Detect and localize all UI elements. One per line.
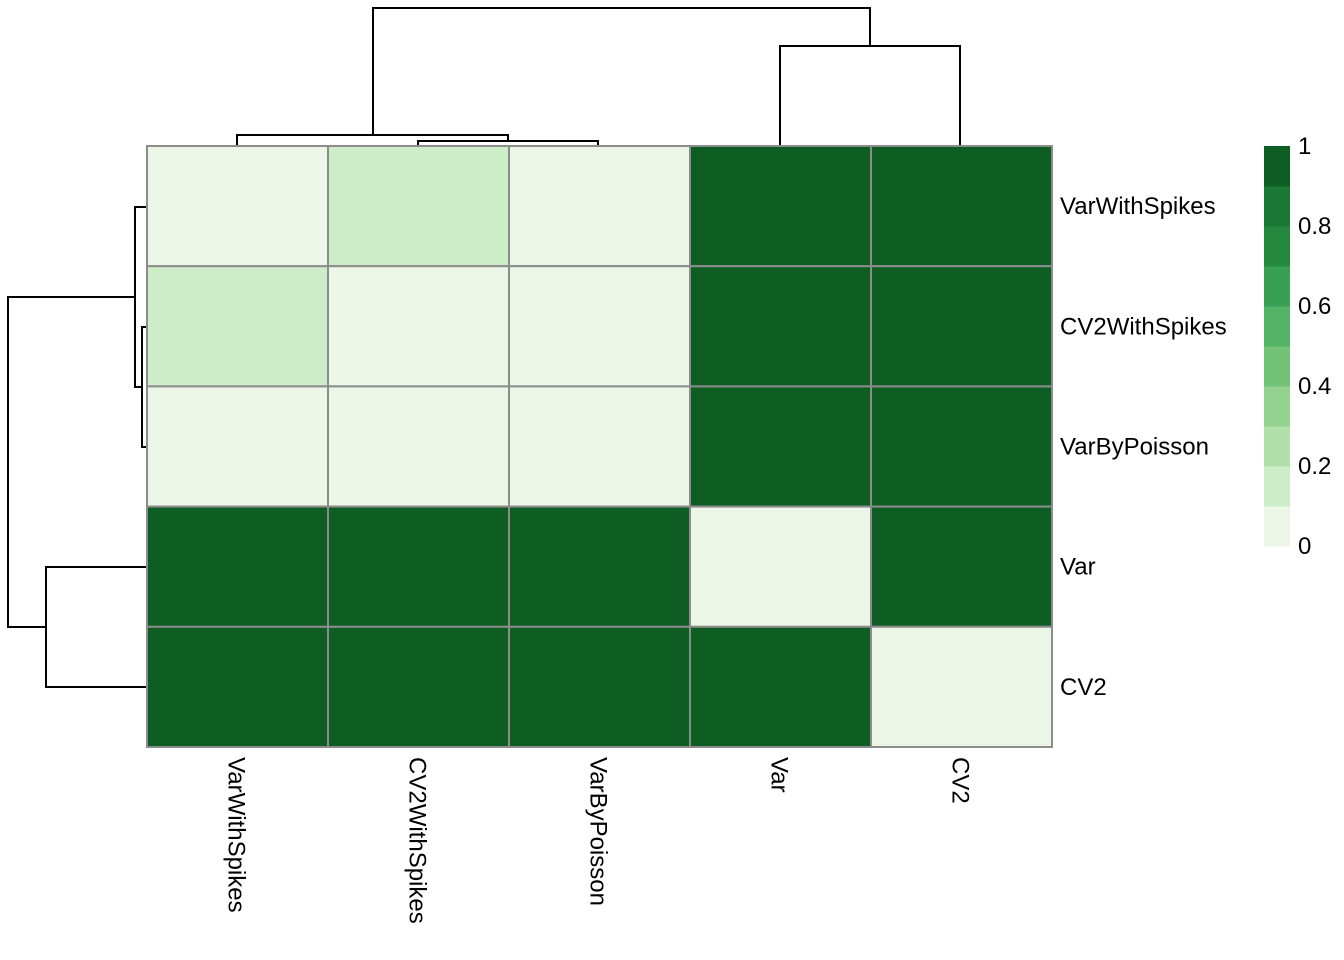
cell-cv2-varbypoisson bbox=[508, 625, 691, 748]
cell-varbypoisson-var bbox=[689, 385, 872, 508]
row-label-cv2withspikes: CV2WithSpikes bbox=[1060, 313, 1227, 340]
legend-swatch-4 bbox=[1264, 346, 1290, 387]
legend-swatch-3 bbox=[1264, 386, 1290, 427]
heatmap-cells bbox=[146, 145, 1053, 748]
cell-cv2-varwithspikes bbox=[146, 625, 329, 748]
cell-varwithspikes-varbypoisson bbox=[508, 145, 691, 268]
cell-cv2-cv2withspikes bbox=[327, 625, 510, 748]
legend-swatch-9 bbox=[1264, 146, 1290, 187]
legend-tick-label: 0.4 bbox=[1298, 373, 1331, 400]
row-label-cv2: CV2 bbox=[1060, 674, 1107, 701]
col-label-varwithspikes: VarWithSpikes bbox=[223, 757, 250, 913]
color-legend: 1 0.8 0.6 0.4 0.2 0 bbox=[1264, 133, 1331, 560]
row-label-varbypoisson: VarByPoisson bbox=[1060, 434, 1209, 461]
cell-varwithspikes-cv2 bbox=[870, 145, 1053, 268]
cell-varwithspikes-cv2withspikes bbox=[327, 145, 510, 268]
row-dendro-branch-root bbox=[7, 296, 135, 628]
legend-swatch-5 bbox=[1264, 306, 1290, 347]
row-dendrogram bbox=[7, 206, 147, 688]
cell-var-varwithspikes bbox=[146, 505, 329, 628]
legend-tick-label: 0.8 bbox=[1298, 213, 1331, 240]
cell-var-cv2 bbox=[870, 505, 1053, 628]
cell-cv2withspikes-var bbox=[689, 265, 872, 388]
cell-cv2withspikes-varwithspikes bbox=[146, 265, 329, 388]
row-labels: VarWithSpikes CV2WithSpikes VarByPoisson Va… bbox=[1060, 193, 1227, 701]
legend-swatch-0 bbox=[1264, 506, 1290, 547]
legend-swatch-1 bbox=[1264, 466, 1290, 507]
cell-cv2-var bbox=[689, 625, 872, 748]
cell-varbypoisson-varbypoisson bbox=[508, 385, 691, 508]
cell-varwithspikes-var bbox=[689, 145, 872, 268]
legend-swatch-6 bbox=[1264, 266, 1290, 307]
cell-var-var bbox=[689, 505, 872, 628]
legend-swatch-8 bbox=[1264, 186, 1290, 227]
col-label-cv2: CV2 bbox=[947, 757, 974, 804]
col-dendro-branch-root bbox=[372, 7, 871, 135]
cell-var-cv2withspikes bbox=[327, 505, 510, 628]
cell-varbypoisson-cv2withspikes bbox=[327, 385, 510, 508]
row-label-varwithspikes: VarWithSpikes bbox=[1060, 193, 1216, 220]
cell-var-varbypoisson bbox=[508, 505, 691, 628]
cell-varbypoisson-varwithspikes bbox=[146, 385, 329, 508]
legend-tick-label: 1 bbox=[1298, 133, 1311, 160]
col-label-var: Var bbox=[766, 757, 793, 793]
legend-tick-label: 0.6 bbox=[1298, 293, 1331, 320]
col-dendro-branch-c bbox=[779, 45, 961, 146]
column-dendrogram bbox=[236, 7, 961, 146]
cell-varbypoisson-cv2 bbox=[870, 385, 1053, 508]
cell-cv2withspikes-cv2 bbox=[870, 265, 1053, 388]
cell-cv2withspikes-cv2withspikes bbox=[327, 265, 510, 388]
legend-swatch-2 bbox=[1264, 426, 1290, 467]
col-label-varbypoisson: VarByPoisson bbox=[585, 757, 612, 906]
column-labels: VarWithSpikes CV2WithSpikes VarByPoisson Va… bbox=[223, 757, 974, 924]
legend-tick-label: 0.2 bbox=[1298, 453, 1331, 480]
row-label-var: Var bbox=[1060, 554, 1096, 581]
cell-cv2-cv2 bbox=[870, 625, 1053, 748]
legend-swatch-7 bbox=[1264, 226, 1290, 267]
cell-varwithspikes-varwithspikes bbox=[146, 145, 329, 268]
legend-tick-label: 0 bbox=[1298, 533, 1311, 560]
col-label-cv2withspikes: CV2WithSpikes bbox=[404, 757, 431, 924]
row-dendro-branch-c bbox=[45, 566, 147, 688]
cell-cv2withspikes-varbypoisson bbox=[508, 265, 691, 388]
